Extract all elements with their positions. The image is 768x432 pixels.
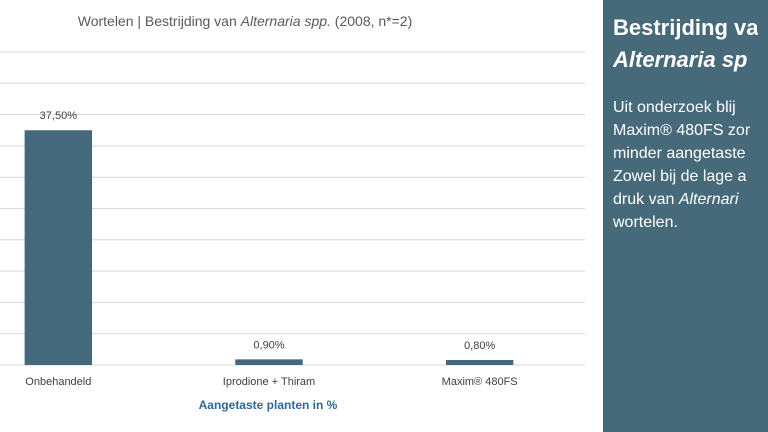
title-part: (2008, n*=2) (331, 13, 412, 29)
text-line: druk van Alternari (613, 188, 750, 211)
text-segment: Zowel bij de lage a (613, 168, 747, 185)
text-line: Alternaria sp (613, 44, 758, 76)
text-segment: wortelen. (613, 214, 678, 231)
bar (445, 359, 514, 365)
text-segment: Alternaria sp (613, 47, 748, 72)
value-label: 0,90% (253, 339, 284, 351)
side-panel: Bestrijding va Alternaria sp Uit onderzoe… (603, 0, 768, 432)
x-tick-label: Maxim® 480FS (442, 376, 518, 388)
text-line: Bestrijding va (613, 12, 758, 44)
x-axis-title: Aangetaste planten in % (199, 398, 338, 412)
title-part: Wortelen | Bestrijding van (78, 13, 241, 29)
bar (235, 359, 303, 365)
chart: Wortelen | Bestrijding van Alternaria sp… (0, 13, 585, 412)
text-segment: Uit onderzoek blij (613, 99, 736, 116)
chart-title: Wortelen | Bestrijding van Alternaria sp… (78, 13, 413, 29)
x-tick-label: Iprodione + Thiram (223, 376, 315, 388)
value-label: 0,80% (464, 340, 495, 352)
text-segment: Bestrijding va (613, 15, 759, 40)
panel-heading: Bestrijding va Alternaria sp (613, 12, 758, 76)
x-tick-label: Onbehandeld (25, 376, 91, 388)
text-segment: Maxim® 480FS zor (613, 122, 751, 139)
text-segment: druk van (613, 191, 679, 208)
text-line: Uit onderzoek blij (613, 96, 750, 119)
panel-body: Uit onderzoek blij Maxim® 480FS zor minder… (613, 96, 750, 234)
text-line: wortelen. (613, 211, 750, 234)
text-segment: Alternari (678, 191, 739, 208)
text-line: Zowel bij de lage a (613, 165, 750, 188)
text-segment: minder aangetaste (613, 145, 746, 162)
title-part: Alternaria spp. (240, 13, 331, 29)
text-line: Maxim® 480FS zor (613, 119, 750, 142)
bar (24, 130, 93, 365)
value-label: 37,50% (40, 110, 78, 122)
text-line: minder aangetaste (613, 142, 750, 165)
